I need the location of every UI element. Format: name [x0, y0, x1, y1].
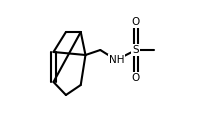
Text: O: O: [132, 73, 140, 83]
Text: O: O: [132, 17, 140, 27]
Text: NH: NH: [109, 55, 124, 65]
Text: S: S: [133, 45, 139, 55]
